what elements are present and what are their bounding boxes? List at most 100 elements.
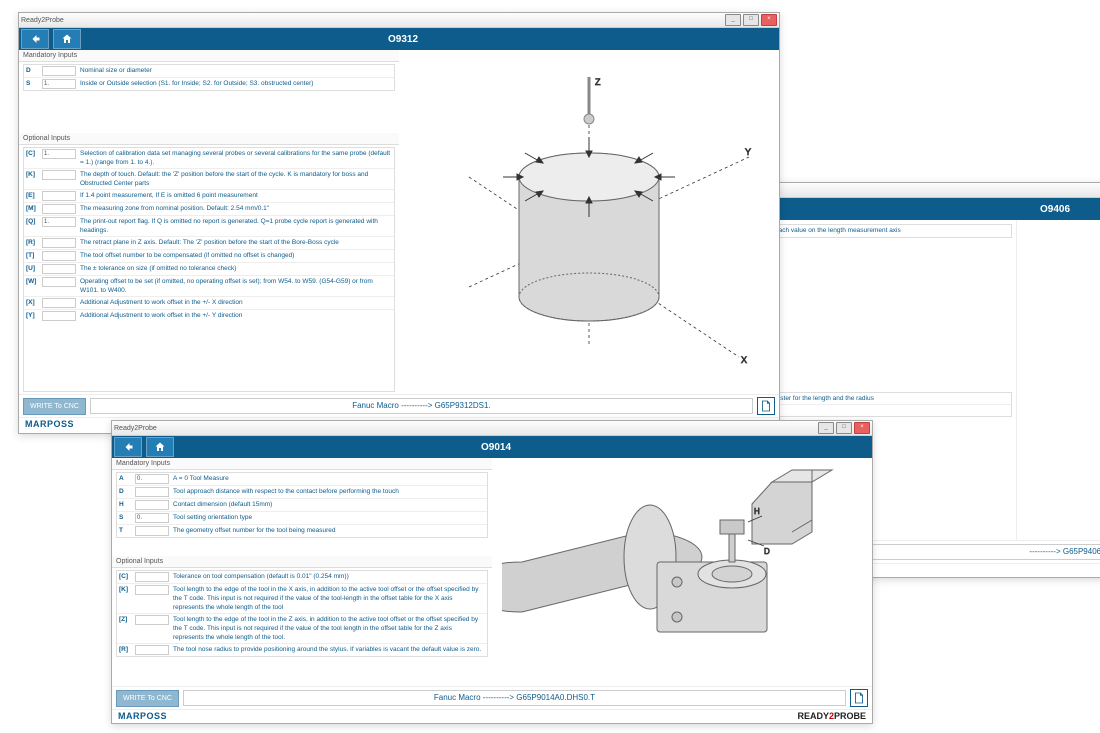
back-button[interactable] bbox=[21, 29, 49, 49]
win1-header: O9312 bbox=[19, 28, 779, 50]
document-icon[interactable] bbox=[850, 689, 868, 707]
param-desc: The print-out report flag. If Q is omitt… bbox=[80, 217, 392, 235]
close-icon[interactable]: × bbox=[854, 422, 870, 434]
param-row: [C] Tolerance on tool compensation (defau… bbox=[117, 571, 487, 583]
param-input[interactable] bbox=[42, 311, 76, 321]
param-input[interactable] bbox=[135, 487, 169, 497]
param-row: HContact dimension (default 15mm) bbox=[117, 498, 487, 511]
param-desc: The retract plane in Z axis. Default: Th… bbox=[80, 238, 392, 247]
param-key: [C] bbox=[119, 572, 135, 581]
param-key: S bbox=[26, 79, 42, 88]
param-input[interactable]: 1. bbox=[42, 217, 76, 227]
close-icon[interactable]: × bbox=[761, 14, 777, 26]
param-row: [K] The depth of touch. Default: the 'Z' … bbox=[24, 168, 394, 189]
param-key: [M] bbox=[26, 204, 42, 213]
param-desc: Inside or Outside selection (S1. for Ins… bbox=[80, 79, 392, 88]
param-input[interactable] bbox=[135, 572, 169, 582]
win2-title: O9014 bbox=[176, 442, 816, 453]
param-input[interactable] bbox=[42, 66, 76, 76]
write-cnc-button[interactable]: WRITE To CNC bbox=[116, 690, 179, 707]
param-row: [T]The tool offset number to be compensa… bbox=[24, 249, 394, 262]
marposs-logo: MARPOSS bbox=[25, 419, 74, 429]
win3-diagram bbox=[1017, 220, 1100, 540]
win1-optional-label: Optional Inputs bbox=[19, 133, 399, 145]
win1-optional-list: [C]1.Selection of calibration data set m… bbox=[23, 147, 395, 392]
home-button[interactable] bbox=[53, 29, 81, 49]
param-input[interactable] bbox=[42, 264, 76, 274]
param-input[interactable] bbox=[135, 526, 169, 536]
win2-header: O9014 bbox=[112, 436, 872, 458]
param-input[interactable] bbox=[135, 500, 169, 510]
win2-macro: Fanuc Macro ----------> G65P9014A0.DHS0.… bbox=[183, 690, 846, 706]
param-desc: The geometry offset number for the tool … bbox=[173, 526, 485, 535]
param-desc: Nominal size or diameter bbox=[80, 66, 392, 75]
param-input[interactable]: 1. bbox=[42, 79, 76, 89]
minimize-icon[interactable]: _ bbox=[818, 422, 834, 434]
param-input[interactable] bbox=[42, 204, 76, 214]
param-input[interactable]: 1. bbox=[42, 149, 76, 159]
param-key: [K] bbox=[119, 585, 135, 594]
param-input[interactable] bbox=[42, 277, 76, 287]
win1-titlebar: Ready2Probe _ □ × bbox=[19, 13, 779, 28]
param-input[interactable] bbox=[135, 645, 169, 655]
param-row: [X] Additional Adjustment to work offset … bbox=[24, 296, 394, 309]
param-row: DTool approach distance with respect to … bbox=[117, 485, 487, 498]
write-cnc-button[interactable]: WRITE To CNC bbox=[23, 398, 86, 415]
win2-mandatory-list: A0.A = 0 Tool MeasureDTool approach dist… bbox=[116, 472, 488, 538]
param-key: D bbox=[26, 66, 42, 75]
param-key: [K] bbox=[26, 170, 42, 179]
param-desc: Additional Adjustment to work offset in … bbox=[80, 298, 392, 307]
win2-titlebar: Ready2Probe _ □ × bbox=[112, 421, 872, 436]
win2-optional-label: Optional Inputs bbox=[112, 556, 492, 568]
param-row: [E]If 1.4 point measurement, If E is omi… bbox=[24, 189, 394, 202]
win1-diagram: Z Y X bbox=[399, 50, 779, 394]
param-desc: Tool length to the edge of the tool in t… bbox=[173, 585, 485, 612]
param-desc: Tool approach distance with respect to t… bbox=[173, 487, 485, 496]
param-input[interactable] bbox=[42, 251, 76, 261]
param-key: H bbox=[119, 500, 135, 509]
win2-appname: Ready2Probe bbox=[114, 425, 157, 432]
param-input[interactable] bbox=[42, 238, 76, 248]
minimize-icon[interactable]: _ bbox=[725, 14, 741, 26]
win2-diagram: H D bbox=[492, 458, 872, 686]
param-key: [W] bbox=[26, 277, 42, 286]
param-desc: Additional Adjustment to work offset in … bbox=[80, 311, 392, 320]
param-desc: If 1.4 point measurement, If E is omitte… bbox=[80, 191, 392, 200]
param-input[interactable] bbox=[135, 615, 169, 625]
param-input[interactable] bbox=[135, 585, 169, 595]
param-desc: Tool length to the edge of the tool in t… bbox=[173, 615, 485, 642]
param-row: A0. A = 0 Tool Measure bbox=[117, 473, 487, 485]
param-desc: The depth of touch. Default: the 'Z' pos… bbox=[80, 170, 392, 188]
param-desc: A = 0 Tool Measure bbox=[173, 474, 485, 483]
param-key: [R] bbox=[119, 645, 135, 654]
param-row: [U]The ± tolerance on size (if omitted n… bbox=[24, 262, 394, 275]
param-desc: The ± tolerance on size (if omitted no t… bbox=[80, 264, 392, 273]
document-icon[interactable] bbox=[757, 397, 775, 415]
param-key: A bbox=[119, 474, 135, 483]
param-row: [K] Tool length to the edge of the tool i… bbox=[117, 583, 487, 613]
win1-footer: WRITE To CNC Fanuc Macro ----------> G65… bbox=[19, 394, 779, 417]
win1-title: O9312 bbox=[83, 34, 723, 45]
param-desc: Tolerance on tool compensation (default … bbox=[173, 572, 485, 581]
win1-mandatory-label: Mandatory Inputs bbox=[19, 50, 399, 62]
param-input[interactable]: 0. bbox=[135, 513, 169, 523]
window-o9312: Ready2Probe _ □ × O9312 Mandatory Inputs… bbox=[18, 12, 780, 434]
param-desc: Selection of calibration data set managi… bbox=[80, 149, 392, 167]
param-row: [W]Operating offset to be set (if omitte… bbox=[24, 275, 394, 296]
param-row: [Q]1.The print-out report flag. If Q is … bbox=[24, 215, 394, 236]
param-input[interactable] bbox=[42, 298, 76, 308]
back-button[interactable] bbox=[114, 437, 142, 457]
param-input[interactable] bbox=[42, 170, 76, 180]
svg-text:H: H bbox=[754, 507, 760, 516]
home-button[interactable] bbox=[146, 437, 174, 457]
param-input[interactable]: 0. bbox=[135, 474, 169, 484]
param-input[interactable] bbox=[42, 191, 76, 201]
param-desc: The tool nose radius to provide position… bbox=[173, 645, 485, 654]
win3-top-line: approach value on the length measurement… bbox=[762, 226, 1009, 235]
param-key: [X] bbox=[26, 298, 42, 307]
param-key: [R] bbox=[26, 238, 42, 247]
win3-title: O9406 bbox=[765, 204, 1100, 215]
maximize-icon[interactable]: □ bbox=[836, 422, 852, 434]
param-key: T bbox=[119, 526, 135, 535]
maximize-icon[interactable]: □ bbox=[743, 14, 759, 26]
